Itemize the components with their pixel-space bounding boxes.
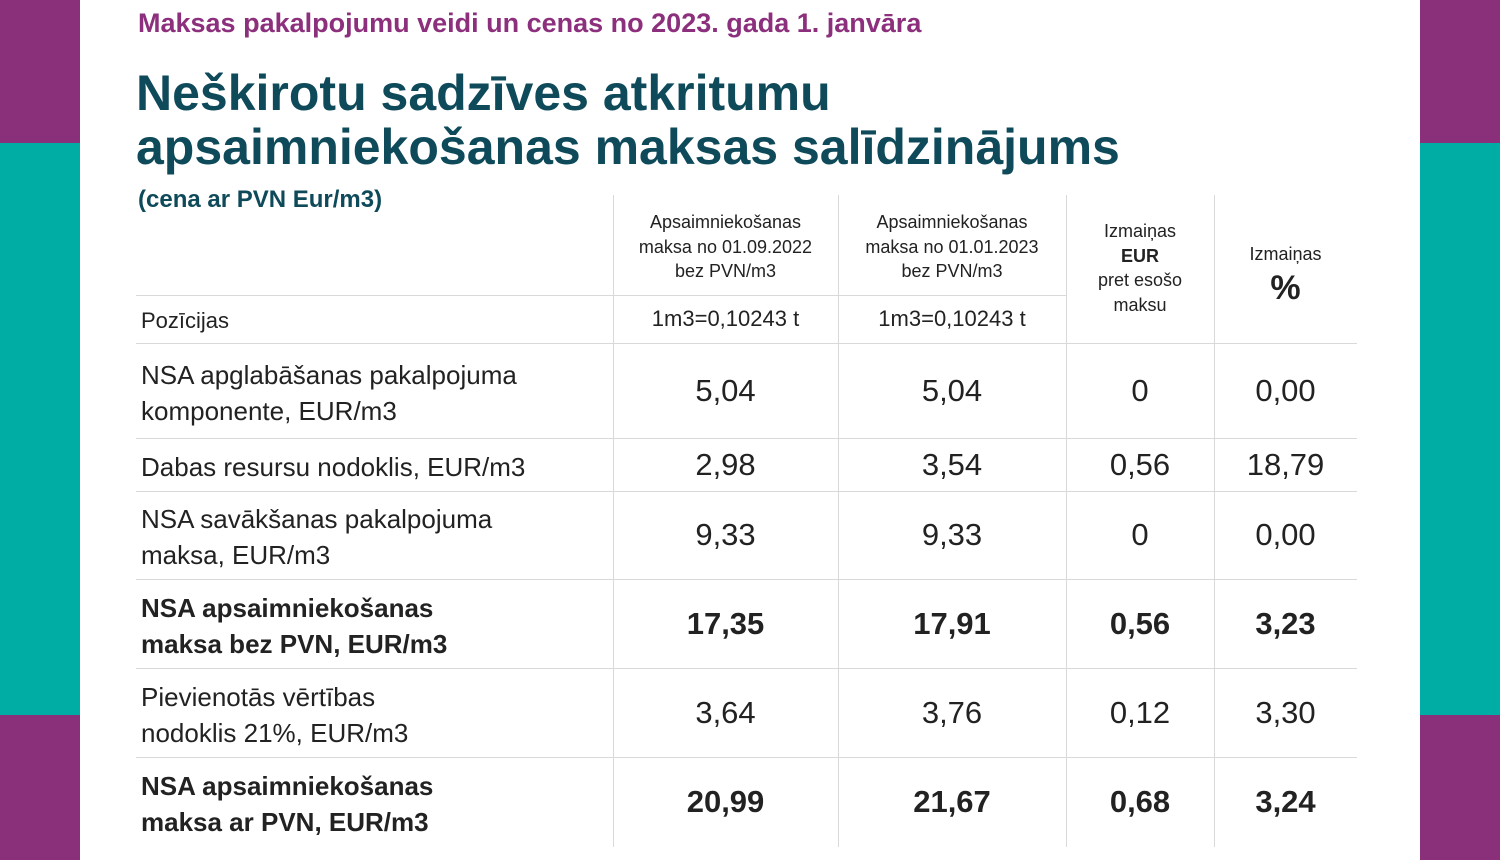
cell-value: 9,33 xyxy=(921,517,983,552)
cell-value: 3,24 xyxy=(1255,784,1316,819)
cell-value: 3,54 xyxy=(921,446,983,482)
title-line: apsaimniekošanas maksas salīdzinājums xyxy=(136,119,1120,175)
column-header: Izmaiņas xyxy=(1249,244,1322,264)
cell-value: 0,00 xyxy=(1255,372,1316,408)
row-divider xyxy=(136,668,1357,669)
cell-value: 0,56 xyxy=(1109,446,1171,482)
row-label: maksa ar PVN, EUR/m3 xyxy=(141,807,429,837)
column-header: maksa no 01.01.2023 xyxy=(865,236,1039,257)
column-divider xyxy=(613,195,614,847)
row-divider xyxy=(136,491,1357,492)
column-header: pret esošo xyxy=(1097,270,1183,290)
row-label: komponente, EUR/m3 xyxy=(141,395,397,426)
column-subheader: 1m3=0,10243 t xyxy=(651,306,800,331)
row-label: maksa bez PVN, EUR/m3 xyxy=(141,628,448,659)
row-divider xyxy=(136,757,1357,758)
cell-value: 5,04 xyxy=(695,372,756,408)
row-label: Pievienotās vērtības xyxy=(141,681,376,712)
cell-value: 3,64 xyxy=(695,694,756,730)
row-divider xyxy=(136,438,1357,439)
title: Neškirotu sadzīves atkritumu apsaimnieko… xyxy=(136,66,1120,174)
column-header: maksu xyxy=(1113,294,1167,315)
side-bar xyxy=(1420,715,1500,860)
row-divider xyxy=(136,295,1066,296)
title-line: Neškirotu sadzīves atkritumu xyxy=(136,65,831,121)
column-header: EUR xyxy=(1120,245,1160,266)
cell-value: 3,76 xyxy=(921,694,983,730)
cell-value: 5,04 xyxy=(921,372,983,408)
cell-value: 0 xyxy=(1131,517,1149,552)
column-header: Apsaimniekošanas xyxy=(649,212,802,232)
cell-value: 0 xyxy=(1131,372,1149,408)
side-bar xyxy=(0,0,80,143)
column-divider xyxy=(838,195,839,847)
row-label: maksa, EUR/m3 xyxy=(141,540,331,570)
column-divider xyxy=(1066,195,1067,847)
cell-value: 3,23 xyxy=(1255,605,1316,641)
row-label: NSA apsaimniekošanas xyxy=(141,592,434,623)
column-divider xyxy=(1214,195,1215,847)
side-bar xyxy=(1420,0,1500,143)
row-divider xyxy=(136,579,1357,580)
column-subheader: 1m3=0,10243 t xyxy=(878,306,1026,331)
row-label: NSA apglabāšanas pakalpojuma xyxy=(141,359,517,390)
cell-value: 0,00 xyxy=(1255,517,1316,552)
column-header: Izmaiņas xyxy=(1103,221,1177,241)
cell-value: 0,12 xyxy=(1109,694,1171,730)
side-bar xyxy=(0,715,80,860)
cell-value: 2,98 xyxy=(695,446,756,482)
cell-value: 3,30 xyxy=(1255,694,1316,730)
cell-value: 18,79 xyxy=(1246,446,1325,482)
cell-value: 17,91 xyxy=(913,605,991,641)
row-label: NSA apsaimniekošanas xyxy=(141,771,434,801)
row-label: NSA savākšanas pakalpojuma xyxy=(141,504,493,534)
row-label: nodoklis 21%, EUR/m3 xyxy=(141,717,409,748)
column-header: % xyxy=(1270,268,1301,307)
column-header: bez PVN/m3 xyxy=(901,261,1003,281)
cell-value: 21,67 xyxy=(913,784,991,819)
column-header: Pozīcijas xyxy=(141,308,230,333)
cell-value: 20,99 xyxy=(686,784,765,819)
cell-value: 9,33 xyxy=(695,517,756,552)
column-header: Apsaimniekošanas xyxy=(876,212,1028,232)
column-header: bez PVN/m3 xyxy=(674,261,777,281)
column-header: maksa no 01.09.2022 xyxy=(638,236,813,257)
cell-value: 0,56 xyxy=(1109,605,1171,641)
subtitle: Maksas pakalpojumu veidi un cenas no 202… xyxy=(138,8,922,38)
side-bar xyxy=(0,143,80,715)
row-divider xyxy=(136,343,1357,344)
cell-value: 0,68 xyxy=(1109,784,1171,819)
note: (cena ar PVN Eur/m3) xyxy=(138,186,383,213)
row-label: Dabas resursu nodoklis, EUR/m3 xyxy=(141,451,526,482)
side-bar xyxy=(1420,143,1500,715)
cell-value: 17,35 xyxy=(686,605,765,641)
